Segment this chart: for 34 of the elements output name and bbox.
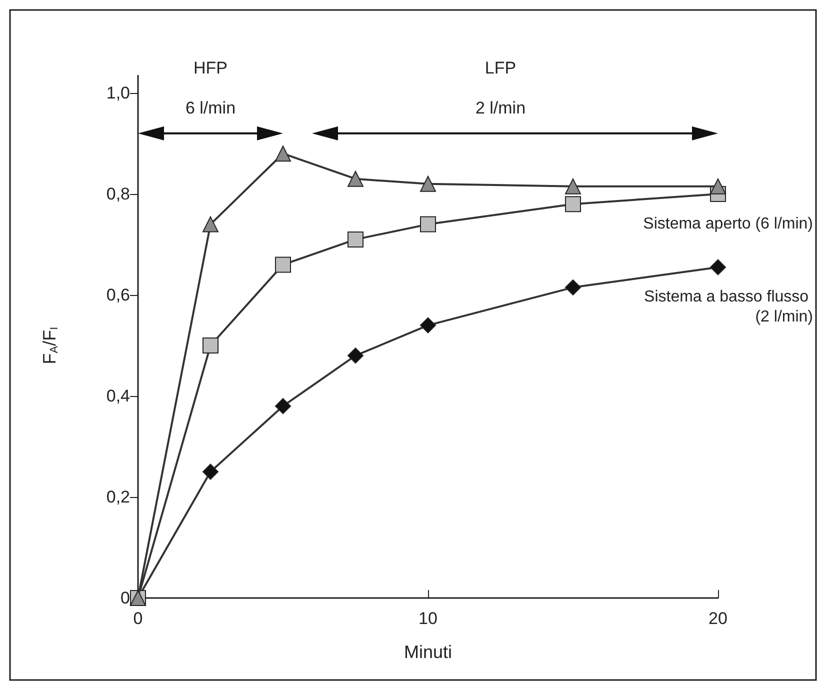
point (202, 216, 218, 232)
y-tick-label: 0 (120, 588, 130, 608)
point (348, 231, 364, 248)
x-tick-label: 0 (133, 609, 143, 628)
series-label: Sistema aperto (6 l/min) (643, 216, 813, 232)
x-axis-title: Minuti (404, 642, 452, 662)
annotation: 2 l/min (475, 98, 526, 118)
point (275, 146, 291, 162)
y-tick-label: 0,4 (106, 386, 130, 406)
x-tick-label: 20 (708, 609, 728, 628)
series-label: Sistema a basso flusso (2 l/min) (644, 288, 813, 326)
point (420, 216, 436, 232)
point (202, 464, 218, 480)
annotation: 6 l/min (185, 98, 236, 118)
y-tick-label: 1,0 (106, 84, 130, 102)
y-tick-label: 0,6 (106, 286, 130, 304)
point (565, 196, 581, 212)
point (275, 398, 291, 414)
text: HFP (194, 58, 228, 78)
point (565, 279, 581, 296)
point (710, 178, 726, 194)
point (565, 178, 581, 194)
point (420, 317, 436, 334)
y-tick-label: 0,2 (106, 488, 130, 506)
x-tick-label: 10 (418, 609, 438, 628)
point (710, 259, 726, 276)
point (275, 256, 291, 273)
y-tick-label: 0,8 (106, 184, 130, 204)
point (348, 348, 364, 364)
text: LFP (484, 58, 516, 78)
point (348, 170, 364, 187)
y-axis-title: FA/FI (40, 326, 60, 364)
point (420, 176, 436, 192)
point (202, 338, 218, 354)
